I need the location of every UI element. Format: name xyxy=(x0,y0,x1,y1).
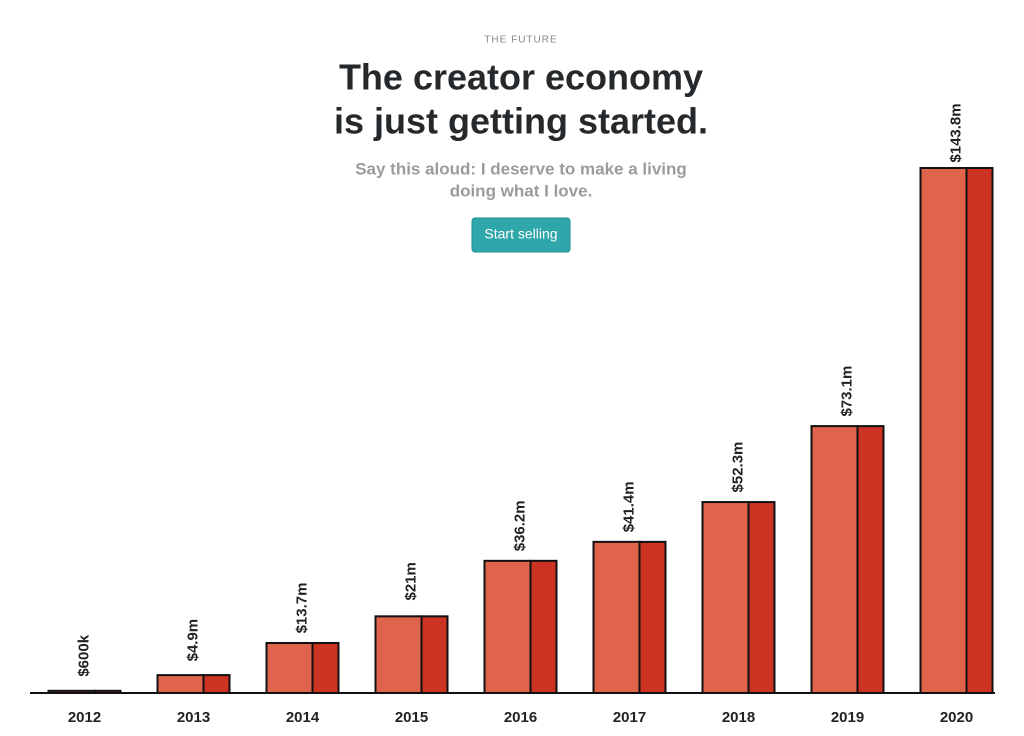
x-tick-label: 2017 xyxy=(613,709,646,726)
bar-side xyxy=(638,540,667,695)
bar xyxy=(701,501,776,694)
x-tick-label: 2015 xyxy=(395,709,428,726)
value-label: $4.9m xyxy=(184,619,201,662)
bar xyxy=(47,689,122,694)
value-label: $73.1m xyxy=(838,366,855,417)
subtitle: Say this aloud: I deserve to make a livi… xyxy=(355,159,687,178)
bar-front xyxy=(919,167,968,694)
value-label: $21m xyxy=(402,562,419,600)
value-label: $36.2m xyxy=(511,500,528,551)
bar xyxy=(919,167,994,694)
subtitle: doing what I love. xyxy=(450,181,593,200)
bar xyxy=(592,540,667,695)
value-label: $13.7m xyxy=(293,583,310,634)
value-label: $600k xyxy=(75,634,92,676)
bar-front xyxy=(592,540,641,695)
headline: is just getting started. xyxy=(334,101,708,142)
button-label[interactable]: Start selling xyxy=(484,226,557,242)
start-selling-button[interactable]: Start selling xyxy=(471,217,571,253)
bar-side xyxy=(529,559,558,694)
bar xyxy=(483,559,558,694)
headline: The creator economy xyxy=(339,57,703,98)
bar-front xyxy=(374,615,423,694)
x-tick-label: 2019 xyxy=(831,709,864,726)
bar-side xyxy=(747,501,776,694)
value-label: $143.8m xyxy=(947,103,964,162)
x-tick-label: 2020 xyxy=(940,709,973,726)
bar-front xyxy=(701,501,750,694)
bar-side xyxy=(93,689,122,694)
x-tick-label: 2013 xyxy=(177,709,210,726)
bar-front xyxy=(47,689,96,694)
bar-side xyxy=(856,425,885,694)
bar xyxy=(265,641,340,694)
bar xyxy=(810,425,885,694)
value-label: $41.4m xyxy=(620,481,637,532)
x-tick-label: 2016 xyxy=(504,709,537,726)
bar-front xyxy=(265,641,314,694)
bar-side xyxy=(420,615,449,694)
bar xyxy=(374,615,449,694)
bar-side xyxy=(965,167,994,694)
x-tick-label: 2012 xyxy=(68,709,101,726)
button-bg[interactable] xyxy=(471,217,571,253)
bar-side xyxy=(311,641,340,694)
bar-side xyxy=(202,674,231,695)
bar xyxy=(156,674,231,695)
bar-front xyxy=(156,674,205,695)
bar-front xyxy=(483,559,532,694)
x-tick-label: 2014 xyxy=(286,709,320,726)
eyebrow: THE FUTURE xyxy=(484,35,557,46)
bar-front xyxy=(810,425,859,694)
x-tick-label: 2018 xyxy=(722,709,755,726)
value-label: $52.3m xyxy=(729,442,746,493)
